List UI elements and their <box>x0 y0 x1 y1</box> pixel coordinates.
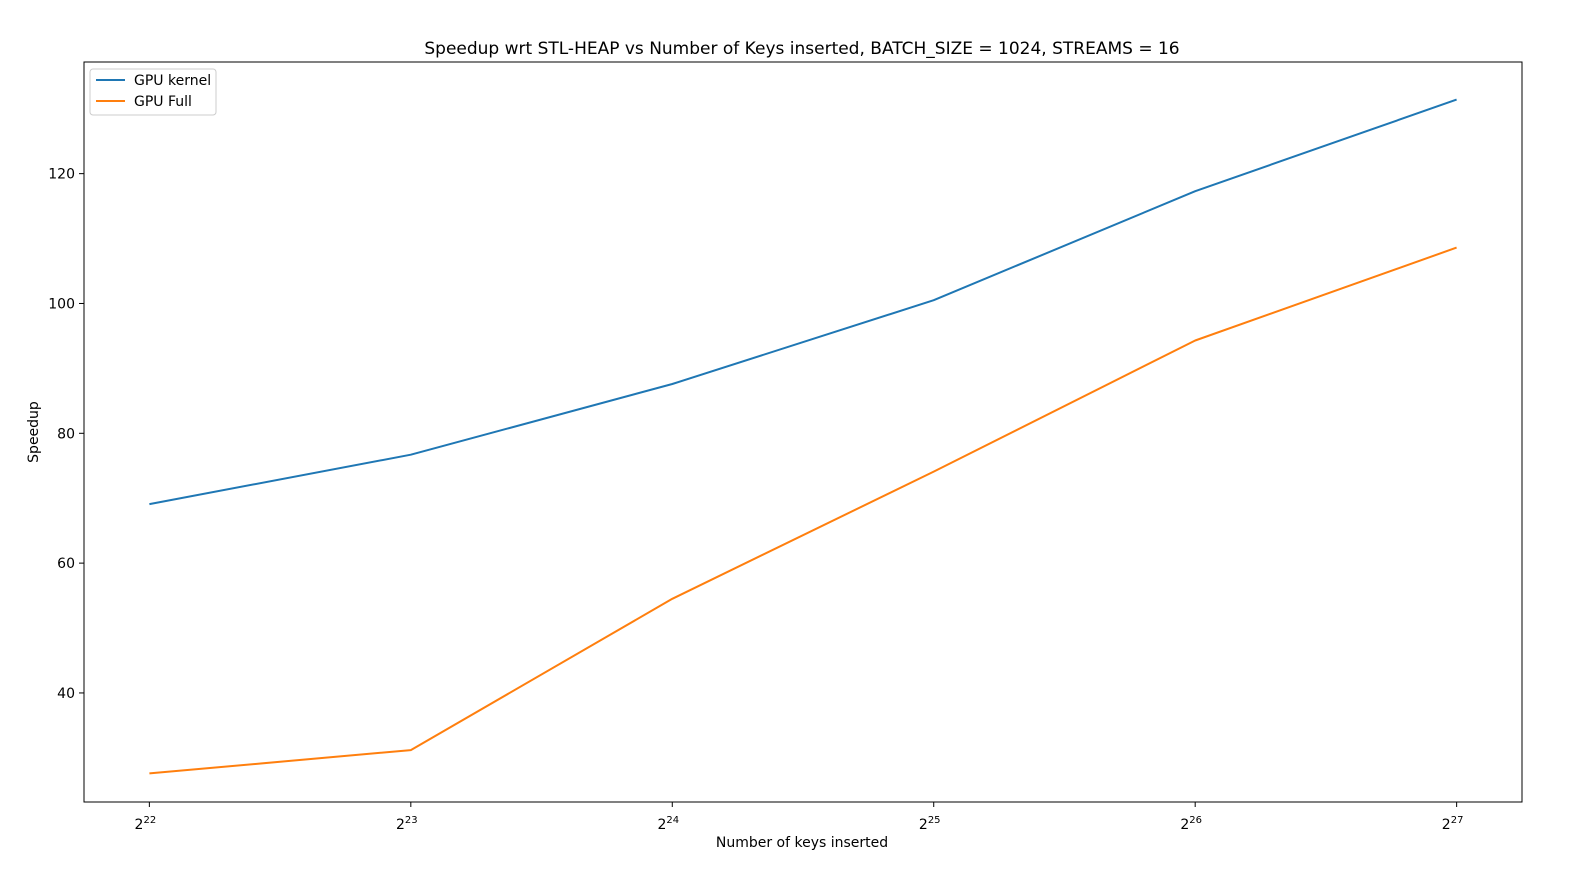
y-tick-label: 60 <box>57 556 75 572</box>
y-tick-label: 80 <box>57 426 75 442</box>
y-axis-label: Speedup <box>26 401 42 463</box>
x-axis: 222 223 224 225 226 227 <box>135 802 1464 833</box>
x-axis-label: Number of keys inserted <box>716 835 888 851</box>
x-tick-label: 225 <box>919 815 941 833</box>
chart-title: Speedup wrt STL-HEAP vs Number of Keys i… <box>424 39 1179 59</box>
plot-frame <box>83 61 1523 803</box>
legend: GPU kernel GPU Full <box>89 68 217 116</box>
legend-label-gpu-kernel: GPU kernel <box>134 73 211 89</box>
legend-label-gpu-full: GPU Full <box>134 94 192 110</box>
plot-area <box>84 62 1522 802</box>
x-tick-label: 226 <box>1180 815 1202 833</box>
x-tick-label: 224 <box>657 815 679 833</box>
y-tick-label: 120 <box>48 167 75 183</box>
x-tick-label: 222 <box>135 815 157 833</box>
y-tick-label: 100 <box>48 296 75 312</box>
y-tick-label: 40 <box>57 686 75 702</box>
x-tick-label: 227 <box>1442 815 1464 833</box>
series-line-gpu-kernel <box>149 98 1457 506</box>
series-line-gpu-full <box>149 246 1457 775</box>
series-group <box>149 98 1457 775</box>
x-tick-label: 223 <box>396 815 418 833</box>
y-axis: 40 60 80 100 120 <box>48 167 84 702</box>
